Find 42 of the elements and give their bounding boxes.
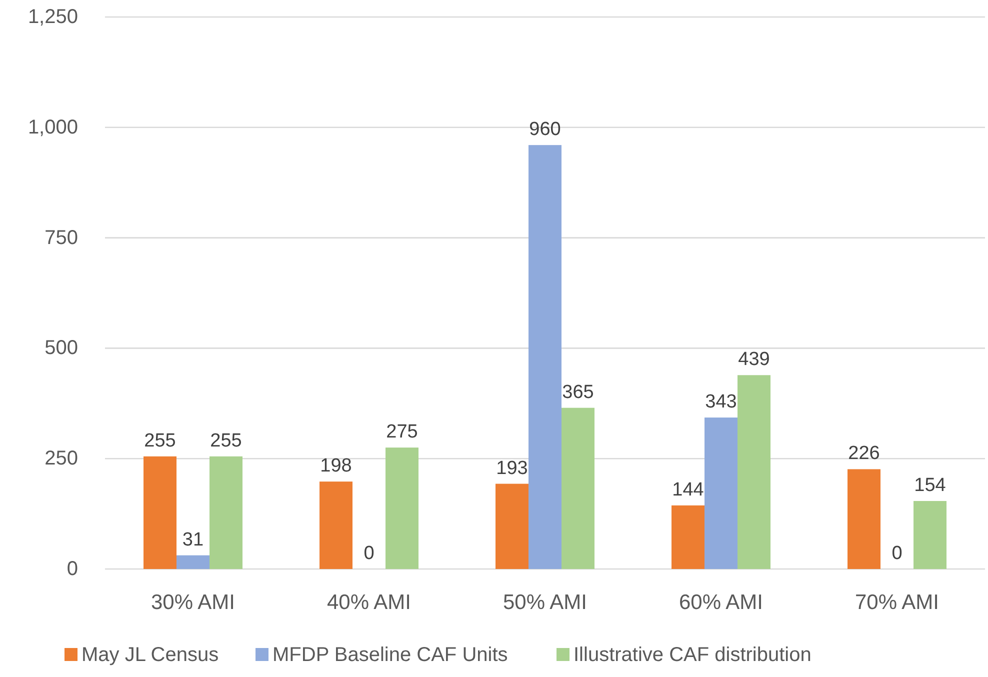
bar	[528, 145, 562, 569]
bar	[738, 375, 770, 569]
y-tick-label: 1,000	[28, 116, 78, 138]
data-label: 193	[496, 458, 528, 479]
bar	[210, 456, 242, 569]
bar	[386, 448, 418, 569]
x-tick-label: 50% AMI	[502, 591, 588, 614]
y-tick-label: 750	[44, 226, 78, 249]
bar	[704, 418, 738, 569]
x-tick-label: 30% AMI	[150, 591, 236, 614]
data-label: 0	[364, 543, 374, 564]
bar	[496, 484, 528, 569]
data-label: 255	[144, 430, 176, 452]
y-tick-label: 250	[44, 448, 78, 470]
data-label: 255	[210, 430, 242, 452]
bar	[320, 482, 352, 569]
data-label: 198	[320, 456, 352, 477]
bar	[176, 555, 210, 569]
data-label: 960	[529, 119, 561, 140]
bar	[672, 505, 704, 569]
legend-label: May JL Census	[82, 644, 219, 666]
bar	[562, 408, 594, 569]
x-tick-label: 40% AMI	[326, 591, 412, 614]
y-tick-label: 0	[66, 558, 78, 580]
data-label: 144	[672, 479, 704, 500]
y-tick-label: 1,250	[28, 6, 78, 28]
data-label: 226	[848, 443, 880, 464]
data-label: 275	[386, 422, 418, 443]
data-label: 439	[738, 349, 770, 370]
bar	[144, 456, 176, 569]
data-label: 365	[562, 382, 594, 403]
data-label: 154	[914, 474, 946, 496]
bar	[848, 469, 880, 569]
legend-label: MFDP Baseline CAF Units	[272, 644, 508, 666]
bar	[914, 500, 946, 569]
data-label: 0	[892, 543, 902, 564]
y-tick-label: 500	[44, 337, 78, 360]
x-tick-label: 60% AMI	[678, 591, 764, 614]
legend-label: Illustrative CAF distribution	[574, 644, 812, 666]
data-label: 31	[182, 529, 204, 550]
data-label: 343	[705, 392, 737, 413]
x-tick-label: 70% AMI	[854, 591, 940, 614]
